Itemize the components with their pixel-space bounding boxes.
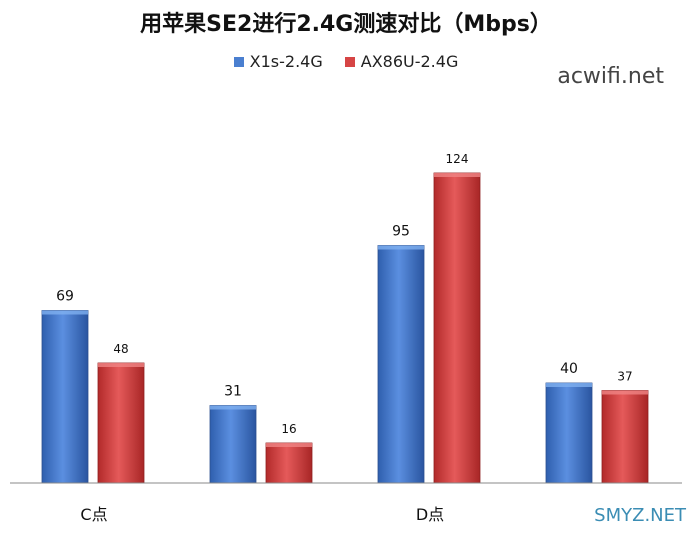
legend-item-series-1: X1s-2.4G [233,52,323,71]
data-label-series-1-cat-3: 95 [392,224,410,240]
data-label-series-2-cat-2: 16 [281,422,296,436]
legend-label-series-2: AX86U-2.4G [360,52,459,71]
legend-item-series-2: AX86U-2.4G [344,52,459,71]
bar-series-2-cat-4 [601,390,649,484]
watermark-bottom: SMYZ.NET [594,505,686,526]
legend-swatch-series-2 [344,56,355,67]
bar-cap-series-1-cat-1 [42,310,88,315]
x-tick-label-3: D点 [416,505,444,524]
bar-series-1-cat-4 [545,382,593,484]
bar-series-1-cat-3 [377,245,425,484]
legend-swatch-series-1 [233,56,244,67]
data-label-series-1-cat-4: 40 [560,361,578,377]
data-label-series-1-cat-1: 69 [56,289,74,305]
data-label-series-2-cat-1: 48 [113,342,128,356]
bar-series-1-cat-1 [41,310,89,484]
bar-cap-series-2-cat-4 [602,390,648,395]
bar-cap-series-1-cat-3 [378,245,424,250]
bar-cap-series-2-cat-1 [98,363,144,367]
bar-series-1-cat-2 [209,405,257,484]
bar-cap-series-2-cat-3 [434,173,480,177]
watermark-top: acwifi.net [557,64,664,89]
chart-title: 用苹果SE2进行2.4G测速对比（Mbps） [140,12,552,37]
data-label-series-1-cat-2: 31 [224,384,242,400]
bar-series-2-cat-2 [265,442,313,484]
x-tick-label-1: C点 [80,505,107,524]
bar-cap-series-1-cat-4 [546,383,592,387]
legend: X1s-2.4G AX86U-2.4G [0,52,692,71]
data-label-series-2-cat-3: 124 [446,152,469,166]
bar-series-2-cat-1 [97,362,145,484]
legend-label-series-1: X1s-2.4G [249,52,323,71]
bar-series-2-cat-3 [433,172,481,484]
data-label-series-2-cat-4: 37 [617,370,632,384]
bar-cap-series-1-cat-2 [210,405,256,410]
bar-cap-series-2-cat-2 [266,443,312,447]
